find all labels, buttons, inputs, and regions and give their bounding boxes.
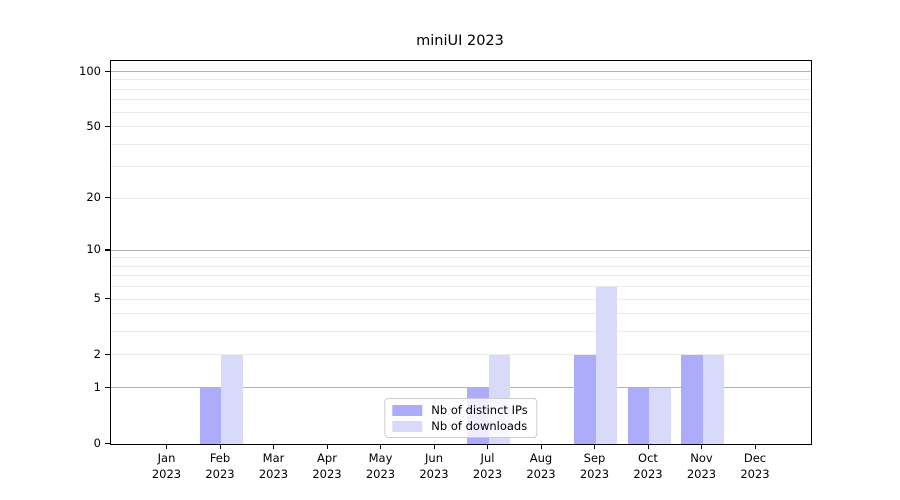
x-tick-mark-sep [594,444,596,449]
bar-distinct-ips-sep [574,355,596,444]
gridline-minor-9 [111,257,811,259]
gridline-minor-50 [111,126,811,128]
x-tick-mark-may [380,444,382,449]
y-tick-label-100: 100 [79,63,101,78]
x-tick-mark-jan [166,444,168,449]
gridline-minor-20 [111,197,811,199]
plot-area: Nb of distinct IPs Nb of downloads [110,60,812,445]
x-tick-mark-feb [219,444,221,449]
x-tick-label-apr: Apr 2023 [312,451,342,481]
bar-downloads-feb [221,355,243,444]
y-tick-mark-10 [105,249,110,251]
x-tick-mark-jun [433,444,435,449]
x-tick-label-mar: Mar 2023 [258,451,289,481]
bar-distinct-ips-oct [627,388,649,444]
y-tick-label-5: 5 [93,291,101,306]
x-tick-mark-apr [326,444,328,449]
gridline-minor-8 [111,265,811,267]
bar-distinct-ips-feb [199,388,221,444]
y-tick-mark-1 [105,386,110,388]
y-tick-mark-100 [105,70,110,72]
legend-item-distinct-ips: Nb of distinct IPs [392,403,528,417]
y-tick-label-1: 1 [93,379,101,394]
gridline-minor-90 [111,79,811,81]
gridline-minor-4 [111,313,811,315]
x-tick-label-may: May 2023 [365,451,396,481]
x-tick-label-feb: Feb 2023 [205,451,235,481]
y-tick-label-2: 2 [93,346,101,361]
x-tick-mark-mar [273,444,275,449]
x-tick-label-dec: Dec 2023 [740,451,770,481]
y-tick-label-0: 0 [93,435,101,450]
gridline-minor-30 [111,166,811,168]
gridline-major-10 [111,249,811,251]
x-tick-label-jun: Jun 2023 [419,451,449,481]
x-tick-label-oct: Oct 2023 [633,451,663,481]
gridline-major-100 [111,71,811,72]
x-tick-label-sep: Sep 2023 [579,451,610,481]
legend-swatch-distinct-ips [392,404,423,416]
y-tick-mark-50 [105,125,110,127]
bar-distinct-ips-nov [681,355,703,444]
gridline-minor-3 [111,331,811,333]
gridline-minor-70 [111,99,811,101]
y-tick-label-50: 50 [86,118,101,133]
y-tick-mark-0 [105,442,110,444]
legend-swatch-downloads [392,420,423,432]
x-tick-label-jan: Jan 2023 [151,451,182,481]
gridline-major-1 [111,387,811,389]
x-tick-label-nov: Nov 2023 [686,451,717,481]
bar-downloads-sep [595,287,617,444]
x-tick-label-jul: Jul 2023 [472,451,503,481]
legend: Nb of distinct IPs Nb of downloads [384,398,538,438]
gridline-minor-6 [111,286,811,288]
x-tick-mark-dec [754,444,756,449]
gridline-minor-5 [111,298,811,300]
gridline-minor-40 [111,143,811,145]
gridline-minor-7 [111,275,811,277]
y-tick-label-10: 10 [86,242,101,257]
gridline-minor-80 [111,88,811,90]
x-tick-mark-nov [701,444,703,449]
y-tick-mark-2 [105,353,110,356]
y-tick-mark-20 [105,197,110,199]
x-tick-mark-jul [487,444,489,449]
y-tick-label-20: 20 [86,190,101,205]
bar-downloads-nov [702,355,724,444]
x-tick-mark-aug [540,444,542,449]
y-tick-mark-5 [105,298,110,300]
gridline-minor-2 [111,354,811,356]
legend-label-downloads: Nb of downloads [431,419,528,433]
gridline-minor-60 [111,111,811,113]
legend-item-downloads: Nb of downloads [392,420,527,432]
chart-title: miniUI 2023 [416,33,504,49]
legend-label-distinct-ips: Nb of distinct IPs [431,403,528,417]
x-tick-mark-oct [647,444,649,449]
bar-downloads-oct [649,388,671,444]
x-tick-label-aug: Aug 2023 [526,451,556,481]
